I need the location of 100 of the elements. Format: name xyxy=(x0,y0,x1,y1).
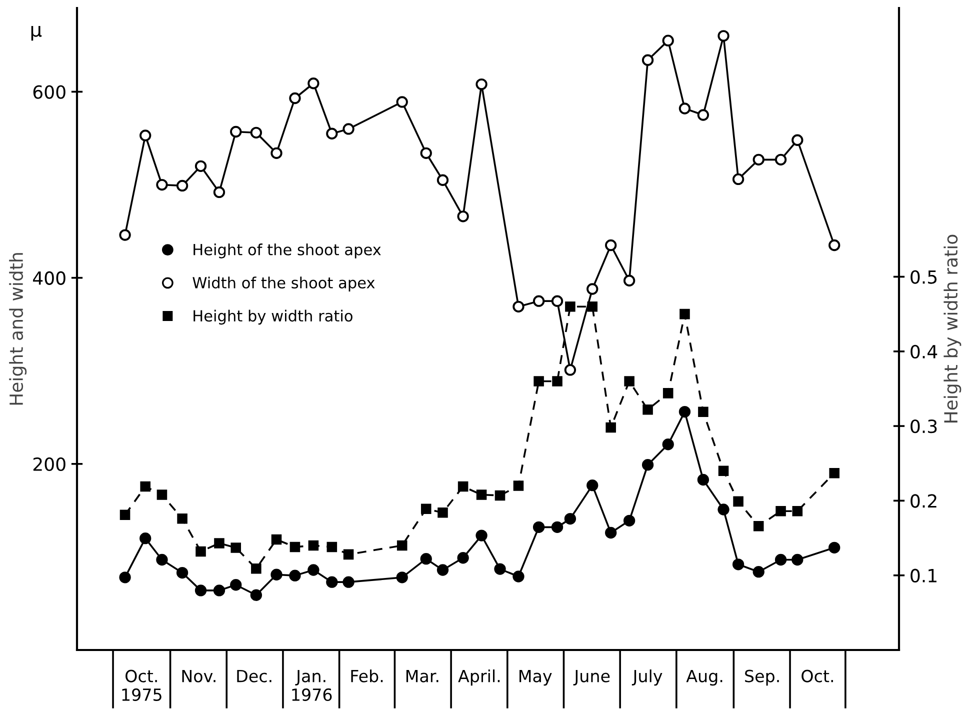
point xyxy=(662,438,674,450)
point xyxy=(396,96,408,108)
point xyxy=(776,506,786,516)
x-tick-label: Dec. xyxy=(237,670,272,682)
point xyxy=(732,173,744,186)
point xyxy=(326,128,338,140)
point xyxy=(230,579,242,591)
point xyxy=(642,404,653,415)
legend-label: Height by width ratio xyxy=(194,310,352,325)
point xyxy=(697,474,710,486)
point xyxy=(774,554,787,566)
point xyxy=(792,554,804,566)
point xyxy=(476,78,488,90)
point xyxy=(270,147,282,159)
x-tick-label: Feb. xyxy=(351,669,383,682)
point xyxy=(587,301,598,312)
x-tick-label: Aug. xyxy=(686,670,722,686)
point xyxy=(513,480,524,491)
point xyxy=(343,549,354,560)
point xyxy=(194,160,207,172)
point xyxy=(326,542,338,552)
text: μ xyxy=(31,26,42,41)
point xyxy=(176,566,188,579)
point xyxy=(140,130,152,142)
point xyxy=(194,584,207,596)
y2-tick-label: 0.1 xyxy=(910,568,936,582)
point xyxy=(214,538,224,548)
point xyxy=(678,406,691,418)
point xyxy=(718,504,730,516)
point xyxy=(697,109,710,121)
point xyxy=(792,134,804,146)
point xyxy=(623,514,636,527)
point xyxy=(662,388,674,398)
point xyxy=(230,126,242,138)
x-tick-label: April. xyxy=(458,669,500,686)
x-tick-label: July xyxy=(632,669,662,686)
point xyxy=(512,300,524,313)
legend-label: Width of the shoot apex xyxy=(192,276,375,292)
point xyxy=(718,30,730,42)
y-tick-label: 600 xyxy=(33,85,66,99)
point xyxy=(662,34,674,46)
point xyxy=(586,283,598,295)
x-tick-label: May xyxy=(520,670,552,686)
y2-axis-title: Height by width ratio xyxy=(944,234,962,422)
y2-tick-label: 0.4 xyxy=(910,344,938,359)
y2-tick-label: 0.3 xyxy=(910,420,937,434)
point xyxy=(642,54,654,66)
point xyxy=(752,154,764,166)
point xyxy=(512,570,524,582)
point xyxy=(140,481,150,492)
point xyxy=(551,295,564,307)
point xyxy=(420,552,432,565)
x-tick-label: Nov. xyxy=(182,670,216,682)
point xyxy=(623,274,636,286)
y-tick-label: 400 xyxy=(33,271,66,285)
point xyxy=(230,542,241,553)
point xyxy=(342,576,354,588)
point xyxy=(396,572,408,584)
point xyxy=(774,154,787,166)
y-tick-label: 200 xyxy=(33,457,66,472)
point xyxy=(271,534,282,545)
point xyxy=(420,504,432,514)
point xyxy=(532,521,545,534)
point xyxy=(564,364,576,376)
point xyxy=(551,521,564,534)
x-tick-label: June xyxy=(573,670,610,686)
point xyxy=(213,584,226,596)
point xyxy=(698,406,708,418)
point xyxy=(828,239,840,252)
point xyxy=(119,229,131,241)
point xyxy=(342,123,354,135)
point xyxy=(678,102,691,114)
point xyxy=(196,546,206,557)
point xyxy=(829,468,840,478)
point xyxy=(119,572,131,584)
y-axis-title: Height and width xyxy=(9,253,27,405)
point xyxy=(565,301,576,312)
point xyxy=(605,239,617,252)
x-tick-label: Oct. 1975 xyxy=(122,670,162,702)
point xyxy=(733,496,744,507)
point xyxy=(289,570,301,582)
point xyxy=(732,558,744,570)
point xyxy=(251,563,262,574)
point xyxy=(176,180,188,192)
y2-tick-label: 0.5 xyxy=(910,270,937,284)
point xyxy=(753,520,764,532)
point xyxy=(326,576,338,588)
point xyxy=(140,532,152,544)
point xyxy=(438,508,448,518)
point xyxy=(680,308,690,320)
point xyxy=(476,490,487,500)
point xyxy=(420,147,432,159)
point xyxy=(458,481,468,492)
x-tick-label: Sep. xyxy=(745,670,779,686)
point xyxy=(396,540,408,551)
point xyxy=(605,526,617,539)
point xyxy=(532,295,545,307)
point xyxy=(642,459,654,471)
point xyxy=(436,564,449,576)
point xyxy=(534,376,544,386)
